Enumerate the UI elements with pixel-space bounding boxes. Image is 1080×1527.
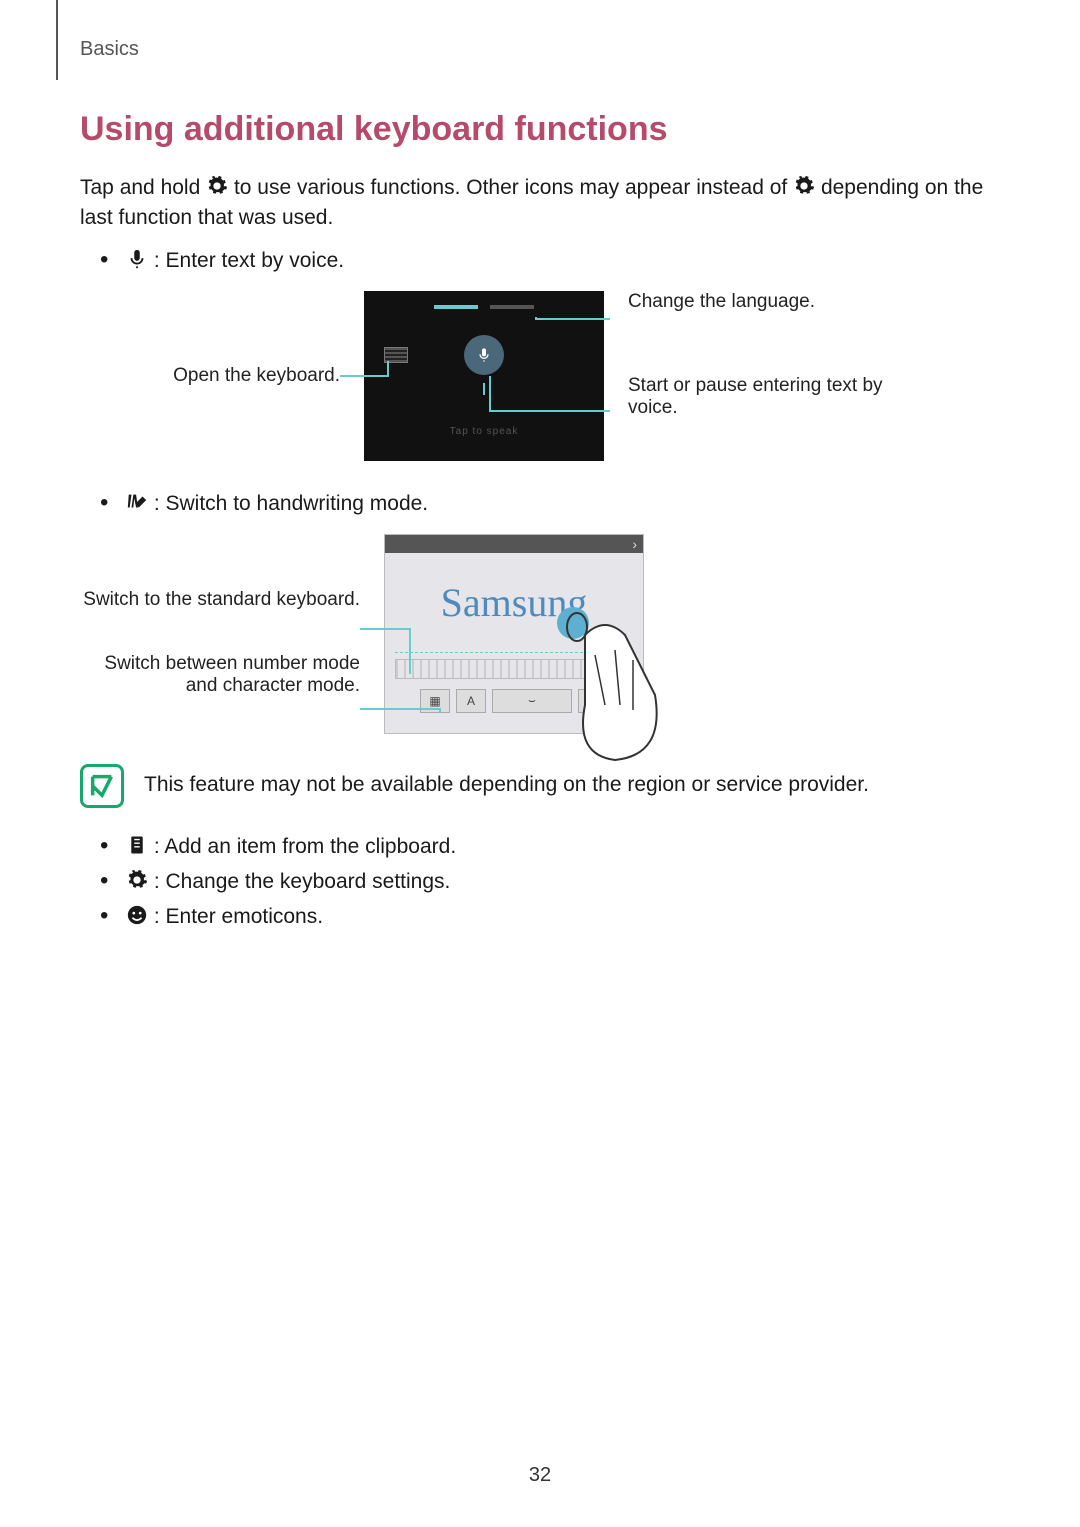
note-badge-icon [80, 764, 124, 808]
microphone-icon [126, 248, 148, 270]
chevron-right-icon: › [632, 536, 637, 552]
page-number: 32 [529, 1464, 551, 1487]
bullet-settings: : Change the keyboard settings. [100, 869, 1000, 894]
gear-icon [793, 175, 815, 197]
divider [483, 383, 485, 395]
bullet-list-2: : Switch to handwriting mode. [80, 491, 1000, 516]
intro-prefix: Tap and hold [80, 176, 206, 199]
smiley-icon [126, 904, 148, 926]
handwriting-figure: › Samsung ▦ A ⌣ ⌫ [384, 534, 644, 734]
bullet-voice-text: : Enter text by voice. [148, 249, 344, 272]
bullet-list: : Enter text by voice. [80, 248, 1000, 273]
page-content: Using additional keyboard functions Tap … [0, 0, 1080, 929]
section-heading: Using additional keyboard functions [80, 110, 1000, 149]
note-text: This feature may not be available depend… [144, 770, 869, 800]
status-bar: › [385, 535, 643, 553]
bullet-clipboard: : Add an item from the clipboard. [100, 834, 1000, 859]
bullet-emoticons-text: : Enter emoticons. [148, 905, 323, 928]
tap-to-speak-label: Tap to speak [450, 426, 519, 437]
callout-standard-keyboard: Switch to the standard keyboard. [83, 589, 360, 611]
gear-icon [206, 175, 228, 197]
gear-icon [126, 869, 148, 891]
clipboard-icon [126, 834, 148, 856]
callout-change-language: Change the language. [628, 291, 815, 313]
bullet-clipboard-text: : Add an item from the clipboard. [148, 835, 456, 858]
mode-switch-icon: A [456, 689, 486, 713]
intro-paragraph: Tap and hold to use various functions. O… [80, 173, 1000, 234]
header-divider [56, 0, 58, 80]
space-key: ⌣ [492, 689, 572, 713]
note-row: This feature may not be available depend… [80, 764, 1000, 808]
keyboard-switch-icon: ▦ [420, 689, 450, 713]
bullet-handwriting: : Switch to handwriting mode. [100, 491, 1000, 516]
callout-start-pause-voice: Start or pause entering text by voice. [628, 375, 928, 419]
handwriting-diagram: Switch to the standard keyboard. Switch … [80, 534, 1000, 734]
voice-figure: Tap to speak [364, 291, 604, 461]
bullet-list-3: : Add an item from the clipboard. : Chan… [80, 834, 1000, 929]
voice-diagram: Open the keyboard. Tap to speak Change t… [80, 291, 1000, 461]
bullet-settings-text: : Change the keyboard settings. [148, 870, 450, 893]
ruler [395, 659, 633, 679]
handwriting-canvas: Samsung [395, 553, 633, 653]
bullet-emoticons: : Enter emoticons. [100, 904, 1000, 929]
callout-number-character-mode: Switch between number mode and character… [80, 653, 360, 697]
language-tabs [434, 305, 534, 317]
handwriting-icon [126, 491, 148, 513]
keyboard-button-row: ▦ A ⌣ ⌫ [385, 689, 643, 713]
samsung-text: Samsung [441, 579, 588, 626]
breadcrumb: Basics [80, 38, 139, 61]
intro-mid: to use various functions. Other icons ma… [234, 176, 793, 199]
callout-open-keyboard: Open the keyboard. [173, 365, 340, 387]
bullet-voice: : Enter text by voice. [100, 248, 1000, 273]
mic-button [464, 335, 504, 375]
bullet-handwriting-text: : Switch to handwriting mode. [148, 492, 428, 515]
backspace-icon: ⌫ [578, 689, 608, 713]
keyboard-icon [384, 347, 408, 363]
